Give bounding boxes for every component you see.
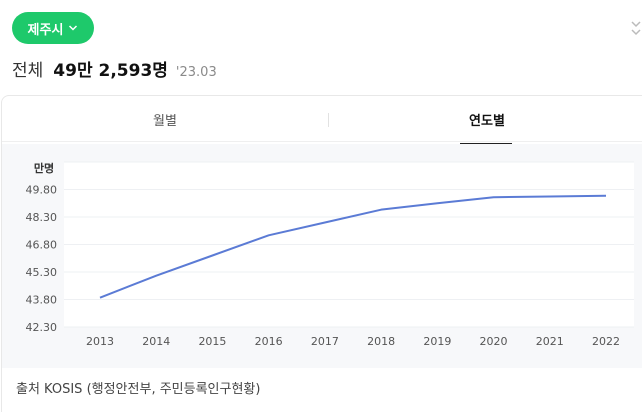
x-tick-label: 2016 — [255, 335, 283, 348]
x-tick-label: 2021 — [536, 335, 564, 348]
tab-separator — [328, 113, 329, 127]
total-population: 전체 49만 2,593명 '23.03 — [12, 56, 217, 81]
more-options-icon[interactable] — [630, 14, 642, 42]
total-label: 전체 — [12, 61, 44, 81]
tab-monthly[interactable]: 월별 — [153, 113, 177, 129]
y-tick-label: 48.30 — [26, 211, 58, 224]
region-select-button[interactable]: 제주시 — [12, 12, 94, 44]
x-tick-label: 2014 — [142, 335, 170, 348]
total-date: '23.03 — [175, 65, 217, 80]
x-tick-label: 2022 — [592, 335, 620, 348]
series-line — [99, 194, 607, 299]
data-source: 출처 KOSIS (행정안전부, 주민등록인구현황) — [16, 382, 261, 397]
x-tick-label: 2013 — [86, 335, 114, 348]
x-tick-label: 2015 — [198, 335, 226, 348]
tab-yearly[interactable]: 연도별 — [469, 113, 505, 129]
y-tick-label: 46.80 — [26, 239, 58, 252]
x-tick-label: 2019 — [423, 335, 451, 348]
total-value: 49만 2,593명 — [53, 61, 168, 81]
region-label: 제주시 — [27, 22, 64, 38]
chart-area: 만명 42.30 43.80 45.30 46.80 48.30 49.80 2013 2014… — [2, 144, 642, 368]
y-tick-label: 43.80 — [26, 294, 58, 307]
x-tick-label: 2018 — [367, 335, 395, 348]
y-tick-label: 49.80 — [26, 184, 58, 197]
population-chart-card: 월별 연도별 만명 42.30 43.80 45.30 46.80 48.30 49.80 2… — [1, 95, 642, 412]
line-chart: 만명 42.30 43.80 45.30 46.80 48.30 49.80 2013 2014… — [26, 161, 634, 348]
x-tick-label: 2017 — [311, 335, 339, 348]
chevron-down-icon — [69, 25, 78, 31]
x-tick-label: 2020 — [480, 335, 508, 348]
y-tick-label: 42.30 — [26, 321, 58, 334]
y-tick-label: 45.30 — [26, 266, 58, 279]
period-tabs: 월별 연도별 — [2, 96, 642, 142]
y-axis-unit: 만명 — [34, 161, 54, 175]
